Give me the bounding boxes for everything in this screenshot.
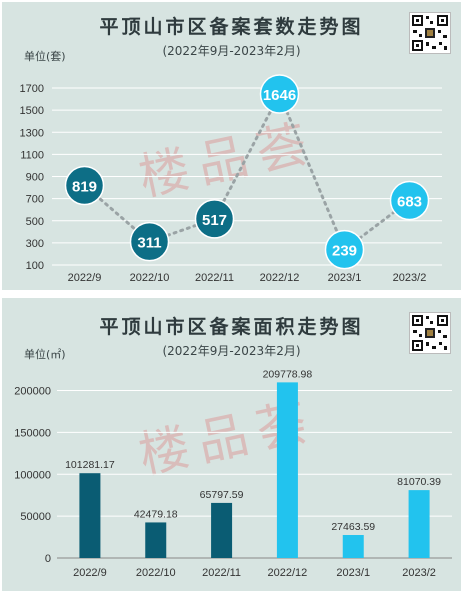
data-point: [389, 180, 430, 221]
series-line: [83, 90, 411, 252]
x-tick-label: 2022/10: [130, 272, 170, 284]
x-tick-label: 2023/2: [402, 567, 436, 579]
data-label: 81070.39: [397, 476, 441, 488]
y-tick-label: 200000: [14, 386, 51, 398]
bar-chart: 0 50000 100000 150000 200000 2022/9 2022/10 202…: [14, 368, 452, 579]
data-label: 517: [202, 212, 227, 229]
data-label: 27463.59: [331, 521, 375, 533]
bar: [276, 382, 298, 558]
data-label: 311: [137, 235, 161, 252]
chart-subtitle: (2022年9月-2023年2月): [162, 44, 301, 58]
x-tick-label: 2023/1: [336, 567, 370, 579]
bar: [342, 535, 364, 558]
y-tick-label: 900: [26, 172, 44, 184]
chart-title: 平顶山市区备案套数走势图: [99, 16, 364, 38]
data-point: [129, 221, 170, 262]
qr-code-icon: [412, 15, 448, 51]
filings-count-chart-panel: 平顶山市区备案套数走势图 (2022年9月-2023年2月) 单位(套) 楼品荟…: [2, 2, 461, 290]
data-label: 819: [72, 178, 97, 195]
x-tick-label: 2022/12: [260, 272, 300, 284]
data-label: 683: [397, 194, 422, 211]
bar: [211, 502, 233, 558]
x-tick-label: 2022/9: [73, 567, 107, 579]
data-point: [194, 199, 235, 239]
data-point: [324, 229, 365, 270]
y-tick-label: 500: [26, 216, 44, 228]
y-tick-label: 1300: [20, 127, 44, 139]
data-point: [64, 165, 105, 206]
data-label: 239: [332, 243, 357, 260]
data-point: [259, 74, 300, 114]
filings-area-chart-panel: 平顶山市区备案面积走势图 (2022年9月-2023年2月) 单位(㎡) 楼品荟…: [2, 298, 461, 591]
x-tick-label: 2022/9: [68, 272, 102, 284]
y-tick-label: 0: [45, 553, 51, 565]
y-tick-label: 1500: [20, 105, 44, 117]
data-label: 42479.18: [134, 508, 178, 520]
data-label: 209778.98: [263, 368, 313, 380]
y-tick-label: 50000: [20, 511, 51, 523]
chart-title: 平顶山市区备案面积走势图: [99, 316, 364, 338]
bar: [408, 490, 430, 558]
y-tick-label: 700: [26, 194, 44, 206]
y-tick-label: 100: [26, 260, 44, 272]
qr-code-icon: [412, 315, 448, 351]
x-tick-label: 2022/11: [202, 567, 241, 579]
qr-code: [409, 312, 451, 354]
y-tick-label: 1700: [20, 83, 44, 95]
x-tick-label: 2023/2: [393, 272, 427, 284]
bar: [79, 473, 101, 558]
bar: [145, 522, 167, 558]
y-tick-label: 100000: [14, 469, 51, 481]
unit-label: 单位(㎡): [24, 348, 66, 361]
x-tick-label: 2022/12: [268, 567, 308, 579]
data-label: 101281.17: [65, 459, 115, 471]
x-tick-label: 2023/1: [328, 272, 362, 284]
x-tick-label: 2022/11: [195, 272, 234, 284]
y-tick-label: 150000: [14, 427, 51, 439]
y-tick-label: 300: [26, 238, 44, 250]
qr-code: [409, 12, 451, 54]
line-chart: 100 300 500 700 900 1100 1300 1500 1700 2022/9 202…: [20, 74, 442, 284]
chart-subtitle: (2022年9月-2023年2月): [162, 344, 301, 358]
unit-label: 单位(套): [24, 50, 66, 63]
y-tick-label: 1100: [20, 149, 44, 161]
data-label: 1646: [263, 87, 296, 104]
data-label: 65797.59: [200, 489, 244, 501]
x-tick-label: 2022/10: [136, 567, 176, 579]
